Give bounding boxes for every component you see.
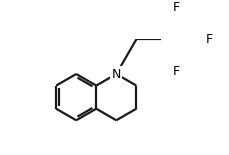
- Text: F: F: [172, 1, 179, 14]
- Text: F: F: [205, 33, 212, 46]
- Text: N: N: [111, 68, 120, 80]
- Text: F: F: [172, 65, 179, 78]
